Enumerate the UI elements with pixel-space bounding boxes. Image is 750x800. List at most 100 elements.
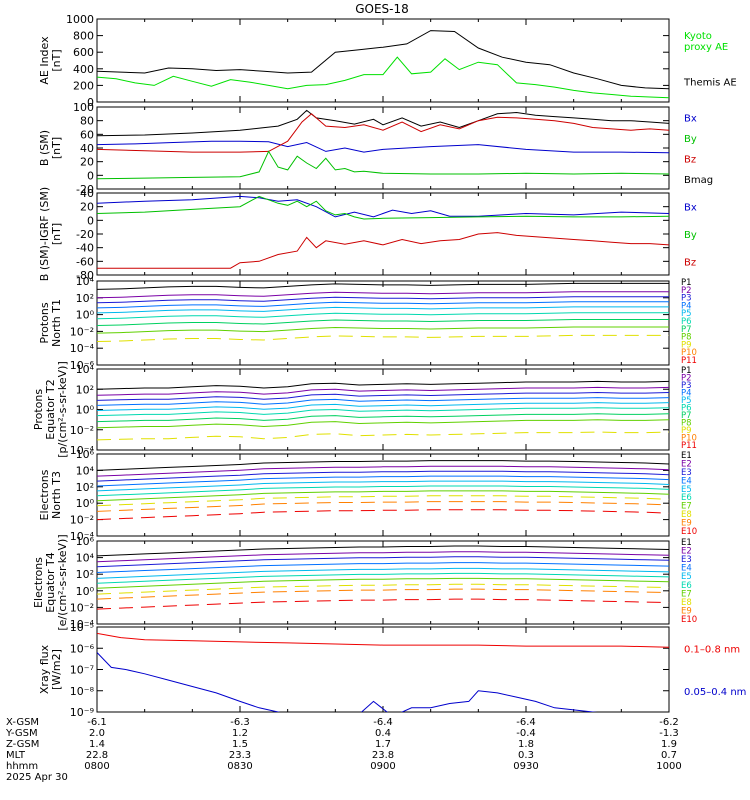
channel-line-p9 (97, 334, 669, 342)
y-tick-label: 10⁻⁹ (70, 706, 94, 719)
channel-line-p2 (97, 291, 669, 299)
y-tick-label: 10⁻⁸ (70, 685, 95, 698)
channel-line-e10 (97, 598, 669, 610)
legend-e2: E2 (681, 459, 692, 469)
legend-e5: E5 (681, 485, 692, 495)
legend-e2: E2 (681, 547, 692, 557)
channel-line-p8 (97, 326, 669, 334)
panel-data (97, 30, 669, 99)
legend-e8: E8 (681, 510, 692, 520)
x-axis-value: 0.4 (375, 728, 391, 739)
y-tick-label: 10⁻⁴ (70, 530, 95, 543)
panel-xray: 10⁻⁵ 10⁻⁶ 10⁻⁷ 10⁻⁸ 10⁻⁹ Xray flux [W/m2] 0.1–0… (38, 621, 746, 719)
x-axis-value: 0900 (370, 761, 395, 772)
legend-e8: E8 (681, 598, 692, 608)
x-axis-value: 0.3 (518, 750, 534, 761)
legend-entry: Themis AE (683, 77, 737, 88)
legend-p5: P5 (681, 396, 692, 406)
x-axis-value: -0.4 (516, 728, 536, 739)
y-tick-label: -60 (76, 255, 94, 268)
legend-p1: P1 (681, 278, 692, 288)
panel-data (97, 460, 669, 521)
channel-line-p5 (97, 402, 669, 411)
channel-line-p1 (97, 380, 669, 390)
y-tick-label: 10⁴ (76, 552, 95, 565)
series-line-by (97, 150, 669, 180)
y-axis-label: Equator T4 (44, 552, 57, 612)
legend-p9: P9 (681, 426, 692, 436)
legend-e9: E9 (681, 606, 692, 616)
y-axis-label: North T3 (50, 471, 63, 519)
legend-p6: P6 (681, 404, 692, 414)
legend-p2: P2 (681, 374, 692, 384)
legend-entry: 0.1–0.8 nm (684, 644, 740, 655)
channel-line-e2 (97, 465, 669, 477)
x-axis-value: 0800 (84, 761, 109, 772)
x-axis-value: 0930 (513, 761, 538, 772)
x-axis-row-label: Z-GSM (6, 739, 39, 750)
channel-line-e4 (97, 475, 669, 487)
legend-entry: Bx (684, 113, 697, 124)
x-axis-value: 1.4 (89, 739, 105, 750)
panel-frame (96, 453, 670, 537)
x-axis-value: 1.9 (661, 739, 677, 750)
legend-entry: Bx (684, 203, 697, 214)
legend-e4: E4 (681, 564, 692, 574)
channel-line-p4 (97, 397, 669, 406)
series-line-by (97, 195, 669, 220)
x-axis-value: 1000 (656, 761, 681, 772)
y-axis-label: Electrons (38, 469, 51, 520)
y-tick-label: -20 (76, 183, 94, 196)
y-tick-label: 200 (73, 79, 94, 92)
x-axis-row-label: hhmm (6, 761, 38, 772)
x-axis-value: -1.3 (659, 728, 679, 739)
x-axis-row-label: Y-GSM (5, 728, 38, 739)
y-axis-label: [nT] (50, 49, 63, 71)
y-tick-label: 400 (73, 63, 94, 76)
channel-line-p3 (97, 391, 669, 401)
y-axis-label: Protons (32, 389, 45, 430)
panel-frame (96, 626, 670, 713)
y-tick-label: 10⁻⁴ (70, 618, 95, 631)
y-tick-label: 40 (80, 187, 94, 200)
legend-p1: P1 (681, 366, 692, 376)
y-tick-label: 10⁴ (76, 363, 95, 376)
x-axis-value: 0830 (227, 761, 252, 772)
plot-title: GOES-18 (355, 2, 409, 16)
series-line-bmag (97, 109, 669, 137)
legend-p7: P7 (681, 411, 692, 421)
x-axis-value: 23.3 (229, 750, 251, 761)
legend-entry: By (684, 134, 697, 145)
x-axis-value: -6.1 (87, 717, 107, 728)
channel-line-e7 (97, 490, 669, 502)
panel-ae: 0 200 400 600 800 1000 AE Index [nT] Kyotoproxy … (38, 13, 737, 109)
y-tick-label: 600 (73, 46, 94, 59)
legend-p10: P10 (681, 348, 697, 358)
channel-line-e1 (97, 460, 669, 471)
y-axis-label: [nT] (50, 223, 63, 245)
y-tick-label: 10² (76, 481, 94, 494)
legend-e5: E5 (681, 572, 692, 582)
y-tick-label: 10⁴ (76, 275, 95, 288)
legend-p7: P7 (681, 325, 692, 335)
y-axis-label: [W/m2] (50, 649, 63, 690)
y-tick-label: 10⁻⁴ (70, 444, 95, 457)
y-tick-label: 10⁶ (76, 535, 95, 548)
channel-line-e9 (97, 501, 669, 512)
legend-e7: E7 (681, 502, 692, 512)
y-tick-label: 10⁰ (76, 497, 95, 510)
series-line-themis-ae (97, 30, 669, 90)
legend-p2: P2 (681, 286, 692, 296)
x-axis-value: -6.3 (230, 717, 250, 728)
legend-entry: Kyoto (684, 31, 712, 42)
y-tick-label: 10² (76, 292, 94, 305)
channel-line-e5 (97, 567, 669, 579)
channel-line-e6 (97, 572, 669, 584)
y-tick-label: 10⁴ (76, 464, 95, 477)
legend-entry: Bz (684, 154, 696, 165)
legend-p11: P11 (681, 441, 697, 451)
legend-p8: P8 (681, 333, 692, 343)
channel-line-p3 (97, 296, 669, 304)
